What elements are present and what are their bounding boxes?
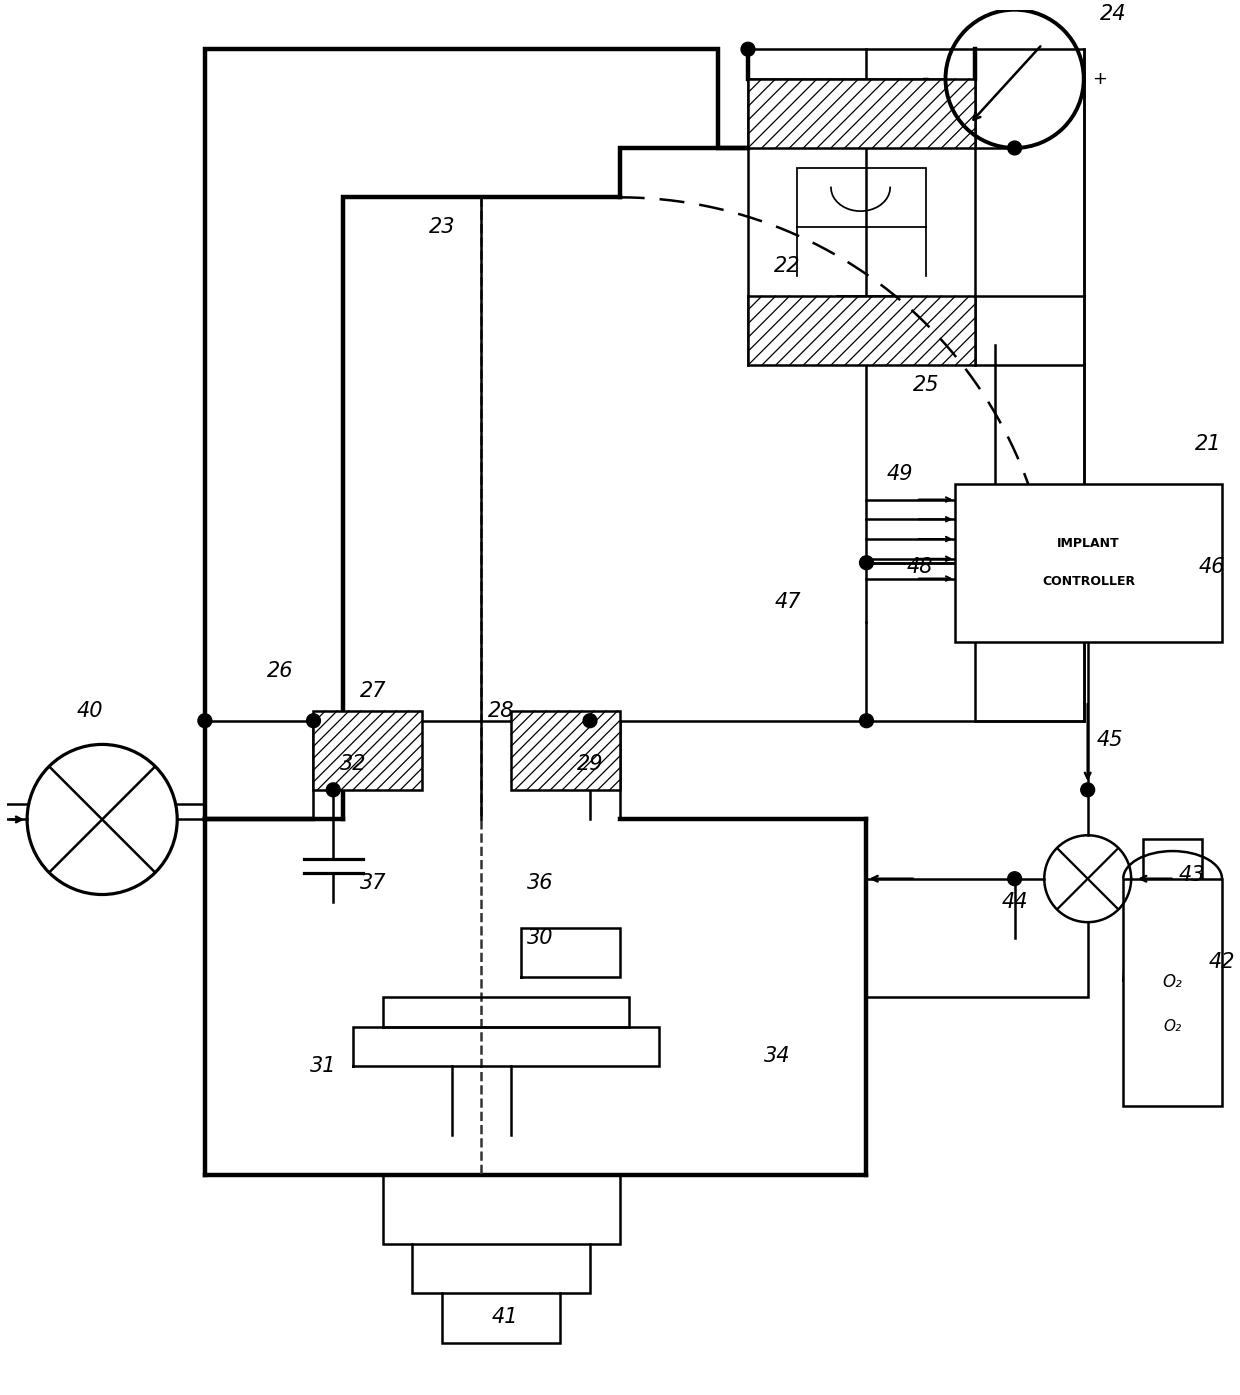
Text: 21: 21 xyxy=(1195,434,1221,455)
Circle shape xyxy=(326,783,340,797)
Bar xyxy=(955,484,1221,642)
Text: 44: 44 xyxy=(1002,893,1028,912)
Text: O₂: O₂ xyxy=(1163,974,1183,992)
Text: CONTROLLER: CONTROLLER xyxy=(1042,575,1136,589)
Text: 22: 22 xyxy=(774,257,801,276)
Circle shape xyxy=(583,714,596,728)
Circle shape xyxy=(306,714,320,728)
Text: +: + xyxy=(1092,70,1107,88)
Text: 46: 46 xyxy=(1199,557,1225,576)
Text: 24: 24 xyxy=(1100,4,1127,24)
Text: 47: 47 xyxy=(774,593,801,612)
Text: 29: 29 xyxy=(577,755,603,774)
Text: 28: 28 xyxy=(487,700,515,721)
Text: -: - xyxy=(923,70,930,88)
Text: 32: 32 xyxy=(340,755,366,774)
Text: 23: 23 xyxy=(429,218,455,237)
Bar xyxy=(1123,879,1221,1106)
Text: 34: 34 xyxy=(764,1046,791,1066)
Text: 41: 41 xyxy=(492,1307,518,1327)
Bar xyxy=(748,296,975,365)
Text: 30: 30 xyxy=(527,928,554,949)
Text: 25: 25 xyxy=(913,375,939,395)
Text: 40: 40 xyxy=(77,700,104,721)
Circle shape xyxy=(1081,783,1095,797)
Text: 36: 36 xyxy=(527,873,554,893)
Bar xyxy=(748,80,975,148)
Bar xyxy=(511,711,620,790)
Circle shape xyxy=(1008,141,1022,155)
Text: 37: 37 xyxy=(360,873,386,893)
Text: IMPLANT: IMPLANT xyxy=(1058,537,1120,550)
Circle shape xyxy=(859,714,873,728)
Text: 49: 49 xyxy=(887,465,914,484)
Text: 27: 27 xyxy=(360,681,386,702)
Text: 48: 48 xyxy=(906,557,932,576)
Circle shape xyxy=(742,42,755,56)
Text: 43: 43 xyxy=(1179,865,1205,884)
Text: 42: 42 xyxy=(1209,951,1235,972)
Circle shape xyxy=(198,714,212,728)
Circle shape xyxy=(859,555,873,569)
Text: O₂: O₂ xyxy=(1163,1020,1182,1034)
Text: 31: 31 xyxy=(310,1056,336,1077)
Bar xyxy=(314,711,422,790)
Text: 26: 26 xyxy=(267,661,293,681)
Circle shape xyxy=(1008,872,1022,886)
Text: 45: 45 xyxy=(1096,731,1122,751)
